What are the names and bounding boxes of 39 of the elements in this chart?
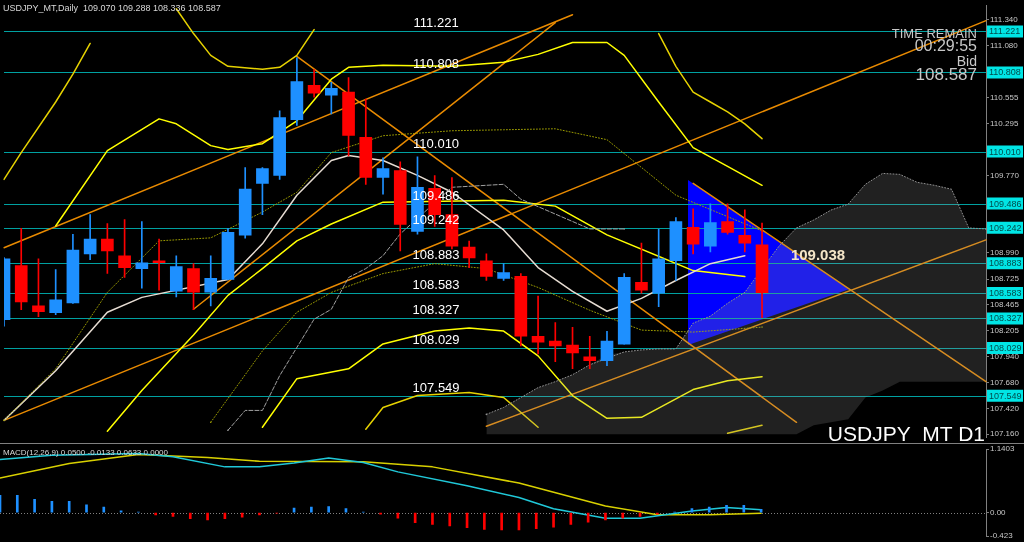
- y-tick-label: 108.465: [990, 300, 1020, 310]
- y-tick-label: 107.680: [990, 377, 1020, 387]
- ref-line-label: 109.486: [412, 187, 460, 203]
- ref-line-label: 108.327: [412, 302, 460, 318]
- ref-line-label: 108.883: [412, 247, 460, 263]
- annotation: USDJPY_MT,Daily 109.070 109.288 108.336 108.587: [3, 3, 221, 14]
- ref-line-label: 108.029: [412, 332, 460, 348]
- ref-line-label: 107.549: [412, 379, 460, 395]
- y-tick-label: -0.423: [990, 531, 1014, 541]
- annotation: Bid: [956, 52, 977, 69]
- y-tick-label: 1.1403: [990, 444, 1016, 454]
- text: 110.010: [989, 146, 1021, 157]
- y-tick-label: 110.295: [990, 118, 1019, 128]
- y-tick-label: 108.205: [990, 325, 1020, 335]
- text: 109.242: [989, 222, 1022, 233]
- text: 111.221: [989, 26, 1021, 37]
- y-tick-label: 111.340: [990, 14, 1019, 24]
- annotation: USDJPY_MT D1: [827, 421, 985, 446]
- ref-line-label: 110.010: [413, 135, 460, 151]
- y-tick-label: 109.770: [990, 170, 1020, 180]
- text: 108.029: [989, 343, 1022, 354]
- text: 107.549: [989, 390, 1022, 401]
- text: 109.486: [989, 198, 1022, 209]
- ref-line-label: 111.221: [413, 15, 459, 31]
- y-tick-label: 107.420: [990, 403, 1020, 413]
- y-tick-label: 107.940: [990, 352, 1020, 362]
- text: 108.327: [989, 313, 1022, 324]
- y-tick-label: 108.725: [990, 274, 1020, 284]
- y-tick-label: 110.555: [990, 92, 1019, 102]
- text: 110.808: [989, 67, 1021, 78]
- text: 108.583: [989, 288, 1022, 299]
- y-tick-label: 111.080: [990, 40, 1019, 50]
- y-tick-label: 107.160: [990, 429, 1020, 439]
- annotation: 00:29:55: [914, 37, 978, 55]
- y-tick-label: 108.990: [990, 247, 1020, 257]
- text: 108.883: [989, 258, 1022, 269]
- y-tick-label: 0.00: [990, 507, 1007, 517]
- ref-line-label: 108.583: [412, 277, 460, 293]
- ref-line-label: 109.242: [412, 211, 460, 227]
